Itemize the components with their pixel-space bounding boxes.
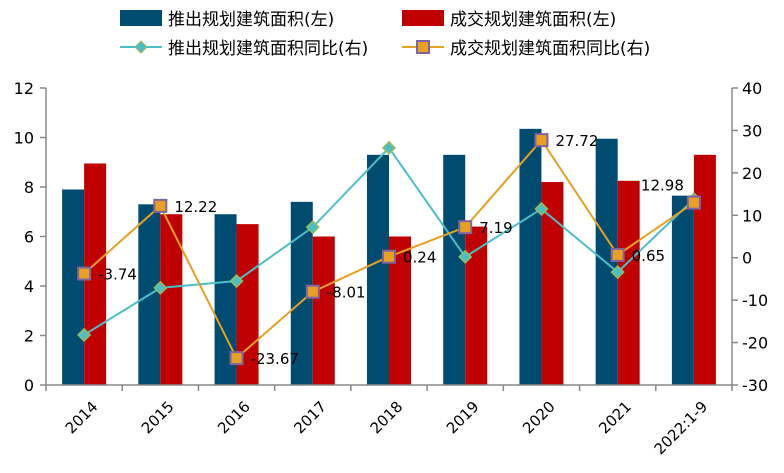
bar-launched-2017 xyxy=(290,201,313,385)
bar-transacted-2021 xyxy=(617,180,640,385)
legend-swatch xyxy=(120,10,162,26)
x-tick-label: 2021 xyxy=(595,398,635,438)
marker-transacted-yoy-2021 xyxy=(610,247,625,262)
bar-transacted-2014 xyxy=(84,163,107,385)
marker-transacted-yoy-2016 xyxy=(229,351,244,366)
bar-transacted-2022:1-9 xyxy=(693,154,716,385)
bar-transacted-2018 xyxy=(389,236,411,385)
bar-launched-2016 xyxy=(214,214,237,385)
marker-launched-yoy-2016 xyxy=(229,273,244,289)
marker-launched-yoy-2014 xyxy=(77,327,92,342)
data-label: 0.24 xyxy=(403,249,436,267)
data-label: 0.65 xyxy=(632,247,665,265)
marker-transacted-yoy-2019 xyxy=(458,220,473,235)
marker-launched-yoy-2017 xyxy=(305,220,320,235)
left-tick-label: 2 xyxy=(24,327,34,346)
data-label: 7.19 xyxy=(479,219,512,237)
right-tick-label: 0 xyxy=(742,249,752,268)
marker-transacted-yoy-2014 xyxy=(77,266,92,281)
x-tick-label: 2017 xyxy=(290,398,330,438)
left-tick-label: 8 xyxy=(24,178,34,197)
left-tick-label: 12 xyxy=(14,79,34,98)
bar-launched-2018 xyxy=(367,154,389,385)
legend-square-icon xyxy=(416,40,430,54)
right-tick-label: -30 xyxy=(742,376,768,395)
data-label: -8.01 xyxy=(327,284,366,302)
legend-label: 推出规划建筑面积同比(右) xyxy=(168,39,368,59)
bar-launched-2014 xyxy=(62,189,85,385)
left-tick-label: 6 xyxy=(24,228,34,247)
marker-launched-yoy-2020 xyxy=(534,201,549,216)
x-tick-label: 2018 xyxy=(367,398,407,438)
right-tick-label: -20 xyxy=(742,334,768,353)
right-tick-label: 10 xyxy=(742,206,762,225)
data-label: -3.74 xyxy=(98,266,137,284)
marker-transacted-yoy-2018 xyxy=(382,249,396,264)
legend-diamond-icon xyxy=(134,40,148,54)
x-tick-label: 2022:1-9 xyxy=(651,398,712,459)
data-label: 12.22 xyxy=(174,198,217,216)
bar-transacted-2019 xyxy=(465,226,488,385)
bar-launched-2019 xyxy=(443,154,466,385)
marker-launched-yoy-2015 xyxy=(153,280,168,295)
legend-label: 成交规划建筑面积(左) xyxy=(450,10,616,30)
x-tick-label: 2019 xyxy=(443,398,483,438)
marker-launched-yoy-2018 xyxy=(381,140,397,155)
right-tick-label: 40 xyxy=(742,79,762,98)
left-tick-label: 4 xyxy=(24,277,34,296)
x-tick-label: 2014 xyxy=(62,398,102,438)
x-tick-label: 2020 xyxy=(519,398,559,438)
marker-transacted-yoy-2015 xyxy=(153,198,168,213)
x-tick-label: 2016 xyxy=(214,398,254,438)
legend-swatch xyxy=(402,10,444,26)
legend-label: 推出规划建筑面积(左) xyxy=(168,10,334,30)
marker-launched-yoy-2021 xyxy=(610,265,625,280)
x-tick-label: 2015 xyxy=(138,398,178,438)
data-label: 27.72 xyxy=(555,132,598,150)
bar-transacted-2017 xyxy=(312,236,335,385)
marker-transacted-yoy-2020 xyxy=(534,133,549,148)
bar-launched-2022:1-9 xyxy=(671,195,694,385)
right-tick-label: -10 xyxy=(742,291,768,310)
data-label: -23.67 xyxy=(251,350,299,368)
marker-transacted-yoy-2017 xyxy=(305,284,320,299)
bar-launched-2020 xyxy=(519,128,542,385)
right-tick-label: 30 xyxy=(742,121,762,140)
left-tick-label: 10 xyxy=(14,129,34,148)
right-tick-label: 20 xyxy=(742,164,762,183)
bar-transacted-2015 xyxy=(160,214,183,385)
marker-transacted-yoy-2022:1-9 xyxy=(686,195,701,210)
legend-label: 成交规划建筑面积同比(右) xyxy=(450,39,650,59)
data-label: 12.98 xyxy=(641,177,684,195)
left-tick-label: 0 xyxy=(24,376,34,395)
bar-transacted-2020 xyxy=(541,182,564,385)
marker-launched-yoy-2019 xyxy=(458,249,473,264)
